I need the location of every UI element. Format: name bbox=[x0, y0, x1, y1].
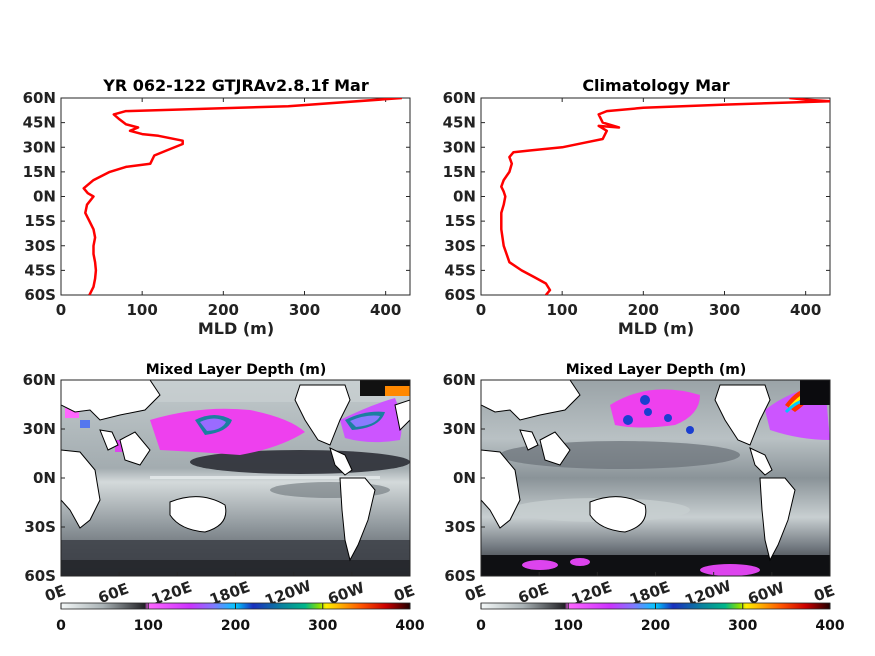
map-y-tick-label: 30N bbox=[23, 420, 56, 438]
panel2-xlabel: MLD (m) bbox=[618, 319, 694, 338]
y-tick-label: 15S bbox=[24, 212, 56, 230]
map-y-tick-label: 30S bbox=[24, 518, 56, 536]
y-tick-label: 15S bbox=[444, 212, 476, 230]
panel1-axes-box bbox=[60, 97, 411, 296]
x-tick-label: 200 bbox=[628, 301, 659, 319]
panel2-title: Climatology Mar bbox=[582, 76, 729, 95]
panel-map-climatology: Mixed Layer Depth (m) bbox=[443, 362, 845, 634]
y-tick-label: 60S bbox=[444, 286, 476, 304]
panel2-axes-box bbox=[480, 97, 831, 296]
panel1-mld-series-line bbox=[82, 98, 402, 295]
y-tick-label: 0N bbox=[33, 188, 56, 206]
map-y-tick-label: 30N bbox=[443, 420, 476, 438]
y-tick-label: 45S bbox=[444, 261, 476, 279]
map-y-tick-label: 60N bbox=[23, 371, 56, 389]
x-tick-label: 200 bbox=[208, 301, 239, 319]
panel3-y-ticks: 60N 30N 0N 30S 60S bbox=[23, 371, 65, 585]
map-y-tick-label: 60S bbox=[444, 567, 476, 585]
x-tick-label: 300 bbox=[289, 301, 320, 319]
panel4-y-ticks: 60N 30N 0N 30S 60S bbox=[443, 371, 485, 585]
x-tick-label: 100 bbox=[127, 301, 158, 319]
x-tick-label: 100 bbox=[547, 301, 578, 319]
y-tick-label: 60S bbox=[24, 286, 56, 304]
colorbar-tick-label: 200 bbox=[221, 618, 250, 634]
y-tick-label: 30S bbox=[24, 237, 56, 255]
panel1-title: YR 062-122 GTJRAv2.8.1f Mar bbox=[102, 76, 369, 95]
panel1-x-ticks: 0 100 200 300 400 bbox=[56, 98, 401, 319]
y-tick-label: 45S bbox=[24, 261, 56, 279]
colorbar-tick-label: 400 bbox=[815, 618, 844, 634]
map-y-tick-label: 60N bbox=[443, 371, 476, 389]
panel-mld-model: YR 062-122 GTJRAv2.8.1f Mar 60N 45N 30N 15N… bbox=[23, 76, 411, 338]
colorbar-tick-label: 0 bbox=[56, 618, 66, 634]
y-tick-label: 30N bbox=[443, 138, 476, 156]
x-tick-label: 300 bbox=[709, 301, 740, 319]
panel4-title: Mixed Layer Depth (m) bbox=[566, 362, 747, 378]
map-y-tick-label: 0N bbox=[33, 469, 56, 487]
y-tick-label: 45N bbox=[443, 114, 476, 132]
map-y-tick-label: 30S bbox=[444, 518, 476, 536]
map-x-tick-label: 0E bbox=[42, 581, 68, 605]
colorbar-tick-label: 300 bbox=[308, 618, 337, 634]
colorbar-tick-label: 100 bbox=[134, 618, 163, 634]
map-x-tick-label: 0E bbox=[811, 581, 837, 605]
map-y-tick-label: 0N bbox=[453, 469, 476, 487]
panel3-map-field bbox=[61, 380, 410, 576]
colorbar-tick-label: 400 bbox=[395, 618, 424, 634]
map-x-tick-label: 0E bbox=[391, 581, 417, 605]
y-tick-label: 45N bbox=[23, 114, 56, 132]
map-x-tick-label: 0E bbox=[462, 581, 488, 605]
panel2-mld-series-line bbox=[500, 98, 830, 295]
y-tick-label: 15N bbox=[443, 163, 476, 181]
y-tick-label: 30S bbox=[444, 237, 476, 255]
panel4-map-field bbox=[481, 380, 830, 576]
x-tick-label: 0 bbox=[476, 301, 486, 319]
colorbar-tick-label: 300 bbox=[728, 618, 757, 634]
x-tick-label: 400 bbox=[370, 301, 401, 319]
y-tick-label: 15N bbox=[23, 163, 56, 181]
colorbar-tick-label: 200 bbox=[641, 618, 670, 634]
x-tick-label: 400 bbox=[790, 301, 821, 319]
panel4-colorbar-ticks: 0 100 200 300 400 bbox=[476, 603, 845, 634]
panel3-title: Mixed Layer Depth (m) bbox=[146, 362, 327, 378]
colorbar-tick-label: 100 bbox=[554, 618, 583, 634]
map-y-tick-label: 60S bbox=[24, 567, 56, 585]
panel2-y-ticks: 60N 45N 30N 15N 0N 15S 30S 45S 60S bbox=[443, 89, 830, 304]
panel-map-model: Mixed Layer Depth (m) bbox=[23, 362, 425, 634]
panel1-xlabel: MLD (m) bbox=[198, 319, 274, 338]
panel1-y-ticks: 60N 45N 30N 15N 0N 15S 30S 45S 60S bbox=[23, 89, 410, 304]
panel2-x-ticks: 0 100 200 300 400 bbox=[476, 98, 821, 319]
panel3-colorbar-ticks: 0 100 200 300 400 bbox=[56, 603, 425, 634]
panel-mld-climatology: Climatology Mar 60N45N30N15N0N15S30S45S6… bbox=[443, 76, 831, 338]
y-tick-label: 30N bbox=[23, 138, 56, 156]
y-tick-label: 60N bbox=[443, 89, 476, 107]
x-tick-label: 0 bbox=[56, 301, 66, 319]
y-tick-label: 0N bbox=[453, 188, 476, 206]
y-tick-label: 60N bbox=[23, 89, 56, 107]
colorbar-tick-label: 0 bbox=[476, 618, 486, 634]
